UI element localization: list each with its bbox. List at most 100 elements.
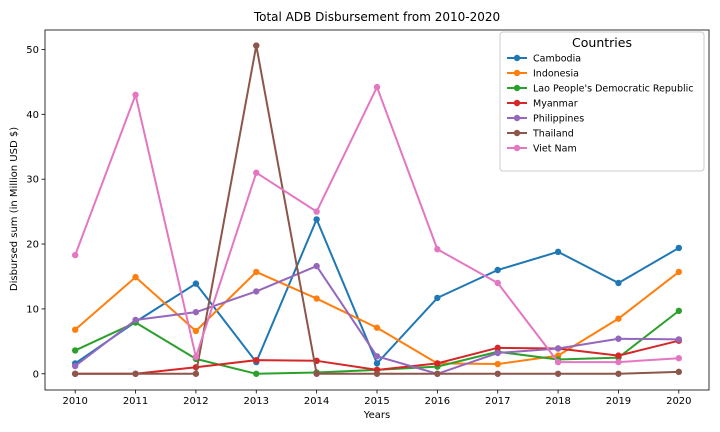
data-point [71, 251, 79, 259]
legend-swatch-marker [513, 99, 521, 107]
data-point [554, 358, 562, 366]
y-tick-label: 40 [26, 110, 39, 121]
data-point [615, 335, 622, 342]
data-point [253, 268, 260, 276]
data-point [313, 208, 320, 215]
data-point [615, 279, 622, 287]
x-tick-label: 2012 [183, 396, 208, 407]
y-tick-label: 20 [26, 240, 39, 251]
data-point [373, 370, 381, 377]
x-axis-label: Years [363, 410, 390, 421]
legend: Countries Cambodia Indonesia Lao People's D… [499, 31, 705, 172]
data-point [675, 268, 683, 276]
y-axis-label: Disbursed sum (in Million USD $) [9, 127, 20, 291]
legend-label: Cambodia [533, 54, 581, 65]
data-point [253, 42, 260, 49]
data-point [313, 216, 320, 223]
legend-label: Lao People's Democratic Republic [533, 84, 693, 95]
data-point [494, 349, 501, 357]
legend-item: Viet Nam [507, 144, 577, 155]
data-point [494, 360, 501, 368]
x-tick-label: 2011 [123, 396, 148, 407]
data-point [434, 370, 441, 377]
legend-swatch-marker [513, 144, 521, 152]
legend-swatch-marker [513, 54, 521, 62]
x-tick-label: 2019 [606, 396, 631, 407]
data-point [494, 266, 501, 274]
legend-swatch-marker [513, 69, 521, 77]
data-point [675, 355, 683, 362]
data-point [373, 83, 381, 91]
series-line [74, 270, 680, 366]
chart-title: Total ADB Disbursement from 2010-2020 [253, 10, 500, 24]
legend-label: Indonesia [533, 69, 579, 80]
legend-box [499, 31, 705, 172]
x-tick-label: 2017 [485, 396, 510, 407]
x-tick-label: 2020 [666, 396, 691, 407]
data-point [373, 360, 381, 367]
x-tick-label: 2018 [545, 396, 570, 407]
data-point [313, 370, 320, 377]
data-point [192, 327, 200, 335]
data-point [71, 362, 79, 370]
data-point [675, 244, 683, 252]
y-tick-label: 30 [26, 175, 39, 186]
series-indonesia [71, 268, 683, 368]
data-point [554, 370, 562, 377]
legend-swatch-marker [513, 129, 521, 137]
legend-item: Thailand [507, 129, 574, 140]
data-point [253, 288, 260, 295]
data-point [192, 280, 200, 287]
x-tick-label: 2014 [304, 396, 329, 407]
data-point [615, 358, 622, 366]
legend-item: Myanmar [507, 99, 578, 110]
data-point [71, 326, 79, 333]
legend-label: Myanmar [533, 99, 578, 110]
data-point [615, 370, 622, 377]
data-point [434, 360, 441, 367]
data-point [615, 352, 622, 359]
legend-label: Philippines [533, 114, 584, 125]
series-viet-nam [71, 83, 683, 366]
data-point [554, 345, 562, 352]
y-tick-label: 0 [33, 369, 39, 380]
data-point [675, 336, 683, 343]
data-point [434, 294, 441, 302]
legend-item: Indonesia [507, 69, 579, 80]
x-tick-label: 2013 [244, 396, 269, 407]
data-point [373, 324, 381, 331]
data-point [71, 370, 79, 377]
legend-item: Lao People's Democratic Republic [507, 84, 693, 95]
data-point [494, 370, 501, 377]
data-point [373, 353, 381, 360]
data-point [71, 347, 79, 354]
data-point [253, 169, 260, 176]
data-point [313, 262, 320, 270]
data-point [192, 370, 200, 377]
data-point [675, 307, 683, 315]
legend-swatch-marker [513, 84, 521, 92]
y-tick-label: 50 [26, 45, 39, 56]
data-point [192, 353, 200, 361]
data-point [313, 295, 320, 302]
legend-swatch-marker [513, 114, 521, 122]
data-point [132, 91, 139, 99]
series-philippines [71, 262, 683, 377]
data-point [434, 246, 441, 253]
legend-label: Viet Nam [533, 144, 577, 155]
data-point [253, 356, 260, 364]
x-tick-label: 2016 [425, 396, 450, 407]
legend-item: Philippines [507, 114, 584, 125]
y-tick-label: 10 [26, 304, 39, 315]
data-point [494, 344, 501, 352]
series-thailand [71, 42, 683, 377]
data-point [494, 279, 501, 287]
x-tick-label: 2015 [364, 396, 389, 407]
data-point [253, 370, 260, 377]
data-point [132, 273, 139, 281]
plot-area: 2010 2011 2012 2013 2014 2015 2016 2017 2018 2019… [26, 29, 710, 407]
legend-title: Countries [572, 35, 632, 50]
data-point [675, 368, 683, 376]
data-point [132, 370, 139, 377]
